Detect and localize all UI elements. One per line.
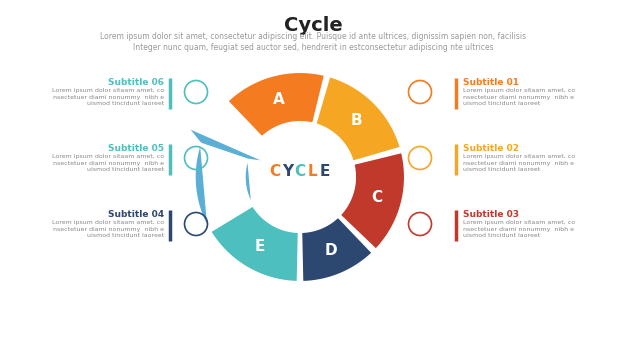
Text: B: B — [351, 113, 362, 128]
Text: E: E — [255, 239, 265, 254]
Polygon shape — [188, 128, 265, 227]
Text: L: L — [308, 164, 317, 180]
Text: C: C — [372, 190, 383, 205]
Text: Lorem ipsum dolor sitaam amet, co
nsectetuer diami nonummy  nibh e
uismod tincid: Lorem ipsum dolor sitaam amet, co nsecte… — [52, 220, 164, 238]
Polygon shape — [301, 217, 372, 282]
Text: A: A — [274, 92, 285, 107]
Polygon shape — [340, 152, 405, 250]
Text: Subtitle 03: Subtitle 03 — [463, 210, 519, 219]
Text: C: C — [294, 164, 305, 180]
Text: Subtitle 02: Subtitle 02 — [463, 144, 519, 153]
Text: Lorem ipsum dolor sitaam amet, co
nsectetuer diami nonummy  nibh e
uismod tincid: Lorem ipsum dolor sitaam amet, co nsecte… — [52, 154, 164, 172]
Polygon shape — [227, 72, 325, 137]
Text: E: E — [320, 164, 330, 180]
Text: Subtitle 06: Subtitle 06 — [108, 78, 164, 87]
Text: Y: Y — [282, 164, 293, 180]
Text: Lorem ipsum dolor sitaam amet, co
nsectetuer diami nonummy  nibh e
uismod tincid: Lorem ipsum dolor sitaam amet, co nsecte… — [463, 154, 575, 172]
Text: Lorem ipsum dolor sit amet, consectetur adipiscing elit. Puisque id ante ultrice: Lorem ipsum dolor sit amet, consectetur … — [100, 32, 526, 41]
Text: Cycle: Cycle — [284, 16, 342, 35]
Text: Lorem ipsum dolor sitaam amet, co
nsectetuer diami nonummy  nibh e
uismod tincid: Lorem ipsum dolor sitaam amet, co nsecte… — [52, 88, 164, 106]
Text: Integer nunc quam, feugiat sed auctor sed, hendrerit in estconsectetur adipiscin: Integer nunc quam, feugiat sed auctor se… — [133, 43, 493, 52]
Text: Lorem ipsum dolor sitaam amet, co
nsectetuer diami nonummy  nibh e
uismod tincid: Lorem ipsum dolor sitaam amet, co nsecte… — [463, 88, 575, 106]
Text: Subtitle 05: Subtitle 05 — [108, 144, 164, 153]
Text: C: C — [269, 164, 280, 180]
Polygon shape — [210, 206, 299, 282]
Text: F: F — [215, 170, 225, 184]
Text: Subtitle 01: Subtitle 01 — [463, 78, 519, 87]
Text: Subtitle 04: Subtitle 04 — [108, 210, 164, 219]
Text: Lorem ipsum dolor sitaam amet, co
nsectetuer diami nonummy  nibh e
uismod tincid: Lorem ipsum dolor sitaam amet, co nsecte… — [463, 220, 575, 238]
Text: D: D — [324, 244, 337, 258]
Polygon shape — [316, 76, 401, 162]
